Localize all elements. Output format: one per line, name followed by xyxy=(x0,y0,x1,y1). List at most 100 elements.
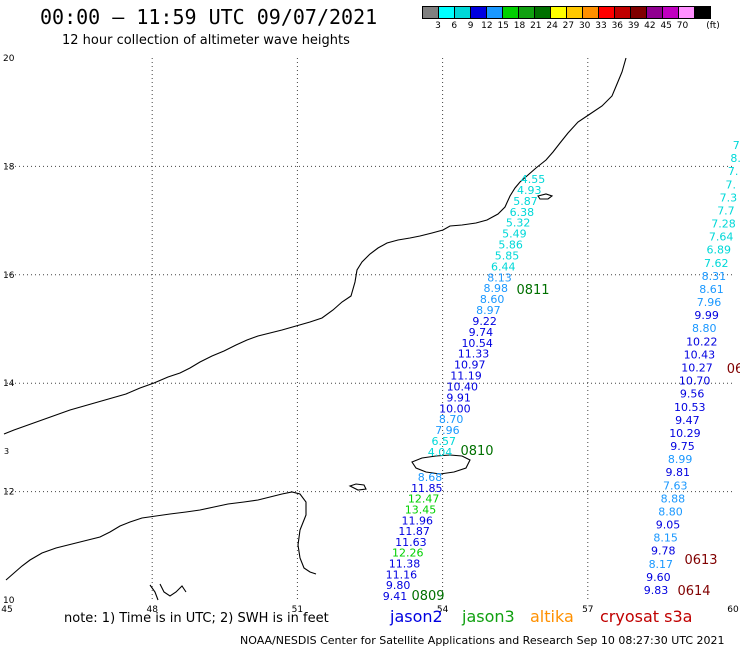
track-west-value: 10.97 xyxy=(454,359,486,372)
track-east-value: 7.62 xyxy=(704,257,729,270)
track-west-south-value: 11.87 xyxy=(398,525,430,538)
track-west-value: 8.13 xyxy=(487,271,512,284)
track-west-value: 4.04 xyxy=(428,446,453,459)
track-west-value: 6.38 xyxy=(510,206,535,219)
track-west-value: 11.33 xyxy=(458,348,490,361)
track-west-value: 5.86 xyxy=(498,239,523,252)
lon-tick-label: 57 xyxy=(582,605,593,615)
lat-tick-label: 10 xyxy=(3,596,15,606)
color-swatch xyxy=(694,6,711,19)
color-scale-tick: 12 xyxy=(481,21,493,31)
lat-tick-label: 14 xyxy=(3,379,15,389)
lat-tick-label: 16 xyxy=(3,271,15,281)
track-east-value: 9.78 xyxy=(651,545,676,558)
track-east-value: 7. xyxy=(728,165,739,178)
track-east-value: 8.17 xyxy=(649,558,674,571)
pass-labels: 0811 0810 0809 0613 0614 06 xyxy=(411,283,740,604)
track-east-value: 8.88 xyxy=(661,492,686,505)
color-scale-tick: 18 xyxy=(513,21,526,31)
track-east-value: 6.89 xyxy=(706,244,731,257)
track-west-south-value: 11.96 xyxy=(402,514,434,527)
track-east-value: 9.47 xyxy=(675,414,700,427)
track-east-value: 8.80 xyxy=(658,505,683,518)
track-west-south-value: 9.80 xyxy=(386,579,411,592)
track-west-value: 5.87 xyxy=(513,195,538,208)
color-scale-bar xyxy=(422,6,711,19)
track-west-south-value: 9.41 xyxy=(383,590,408,603)
track-west-value: 5.32 xyxy=(506,217,531,230)
pass-label: 06 xyxy=(727,362,740,377)
track-east-value: 7. xyxy=(726,178,737,191)
track-west-value: 4.93 xyxy=(517,184,542,197)
credit-line: NOAA/NESDIS Center for Satellite Applica… xyxy=(240,634,725,647)
track-west-value: 8.70 xyxy=(439,413,464,426)
map-title: 00:00 – 11:59 UTC 09/07/2021 xyxy=(40,5,378,29)
satellite-legend-item: jason3 xyxy=(462,607,515,626)
track-west-value: 4.55 xyxy=(521,173,546,186)
coastline-yemen-south xyxy=(5,491,317,581)
coastline-somalia xyxy=(149,583,187,601)
track-west-value: 8.98 xyxy=(484,282,509,295)
track-west-value: 10.00 xyxy=(439,402,471,415)
lon-tick-label: 45 xyxy=(1,605,12,615)
track-east-value: 10.53 xyxy=(674,401,706,414)
pass-label: 0809 xyxy=(411,589,444,604)
track-west-value: 9.22 xyxy=(472,315,497,328)
island-socotra xyxy=(411,454,471,475)
track-east-value: 7.7 xyxy=(717,204,735,217)
track-east-value: 7. xyxy=(733,139,740,152)
track-east-value: 8.99 xyxy=(668,453,693,466)
track-west-value: 10.54 xyxy=(461,337,493,350)
lat-tick-label: 12 xyxy=(3,488,14,498)
track-east-value: 7.3 xyxy=(720,191,738,204)
track-west-value: 8.60 xyxy=(480,293,505,306)
lon-tick-label: 54 xyxy=(437,605,449,615)
color-scale-tick: 33 xyxy=(595,21,607,31)
color-scale-tick: 42 xyxy=(644,21,656,31)
track-west-value: 6.57 xyxy=(431,435,456,448)
track-west-value: 6.44 xyxy=(491,260,516,273)
color-scale-tick: 9 xyxy=(467,21,474,31)
track-east-value: 9.81 xyxy=(665,466,690,479)
satellite-legend-item: jason2 xyxy=(390,607,443,626)
color-scale-tick: 6 xyxy=(451,21,458,31)
coastline-oman xyxy=(3,57,627,435)
track-west-value: 11.19 xyxy=(450,370,482,383)
track-west-value: 5.49 xyxy=(502,228,527,241)
track-east-value: 10.27 xyxy=(681,362,713,375)
track-east-value: 8.15 xyxy=(653,532,678,545)
color-scale-tick: 21 xyxy=(530,21,542,31)
color-scale-tick: 15 xyxy=(497,21,509,31)
track-west-south-value: 13.45 xyxy=(405,503,437,516)
pass-label: 0613 xyxy=(684,553,717,568)
track-east-value: 8.31 xyxy=(702,270,727,283)
track-east-value: 7.64 xyxy=(709,231,734,244)
track-east-value: 7.63 xyxy=(663,479,688,492)
track-west-value: 8.97 xyxy=(476,304,501,317)
track-east-value: 8.80 xyxy=(692,322,717,335)
track-west-value: 10.40 xyxy=(447,380,479,393)
altimeter-tracks: 4.554.935.876.385.325.495.865.856.448.13… xyxy=(383,139,740,603)
track-east-value: 9.60 xyxy=(646,571,671,584)
track-east-value: 10.22 xyxy=(686,335,718,348)
color-scale-tick: 36 xyxy=(611,21,624,31)
lat-tick-label: 18 xyxy=(3,162,15,172)
track-east-value: 10.43 xyxy=(684,348,716,361)
pass-label: 0614 xyxy=(677,584,710,599)
track-east-value: 9.99 xyxy=(694,309,719,322)
track-west-south-value: 11.38 xyxy=(389,558,421,571)
track-west-value: 9.74 xyxy=(469,326,494,339)
lon-tick-label: 60 xyxy=(727,605,739,615)
lon-tick-label: 51 xyxy=(292,605,303,615)
color-scale-tick: 24 xyxy=(546,21,558,31)
coastline-arabian-peninsula xyxy=(3,57,627,601)
track-east-value: 9.56 xyxy=(680,388,705,401)
note-text: note: 1) Time is in UTC; 2) SWH is in fe… xyxy=(64,611,329,626)
satellite-legend-item: altika xyxy=(530,607,574,626)
pass-label: 0810 xyxy=(460,444,493,459)
island-abd-al-kuri xyxy=(348,483,367,491)
color-scale-tick: 3 xyxy=(435,21,441,31)
track-west-south-value: 11.63 xyxy=(395,536,427,549)
color-scale-labels: 3 6 9 12 15 18 21 24 27 30 33 36 39 42 45 70 (ft) xyxy=(422,21,740,33)
